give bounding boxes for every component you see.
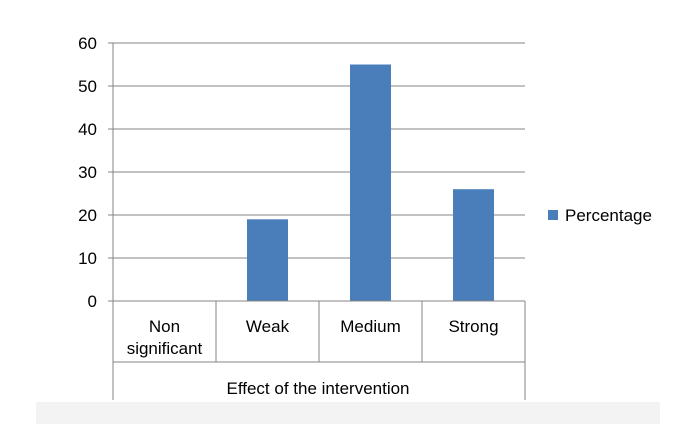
y-tick-label: 10 [78,249,97,268]
legend-swatch [548,210,558,220]
y-tick-labels: 0 10 20 30 40 50 60 [78,34,97,311]
footer-band [36,402,660,424]
bar-3 [453,189,494,301]
bars [247,64,494,301]
y-tick-label: 50 [78,77,97,96]
x-category-labels: Non significant Weak Medium Strong [127,317,499,358]
y-tick-label: 40 [78,120,97,139]
bar-2 [350,64,391,301]
x-tick-label: Weak [246,317,290,336]
x-tick-label: Strong [448,317,498,336]
y-tick-label: 30 [78,163,97,182]
x-tick-label: significant [127,339,203,358]
x-tick-label: Non [149,317,180,336]
x-tick-label: Medium [340,317,400,336]
y-tick-label: 60 [78,34,97,53]
y-tick-label: 0 [88,292,97,311]
legend-label: Percentage [565,206,652,225]
y-tick-label: 20 [78,206,97,225]
legend: Percentage [548,206,652,225]
bar-1 [247,219,288,301]
x-axis-title: Effect of the intervention [226,379,409,398]
axes [108,42,526,400]
